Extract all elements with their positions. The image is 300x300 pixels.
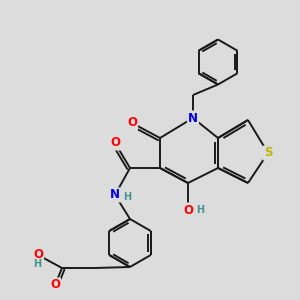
Text: H: H [196,205,204,215]
Text: O: O [110,136,120,149]
Text: O: O [33,248,43,262]
Text: S: S [264,146,272,160]
Text: H: H [123,191,131,202]
Text: N: N [110,188,120,202]
Text: O: O [127,116,137,130]
Text: O: O [50,278,60,292]
Text: N: N [188,112,198,124]
Text: H: H [33,259,41,269]
Text: O: O [183,203,193,217]
